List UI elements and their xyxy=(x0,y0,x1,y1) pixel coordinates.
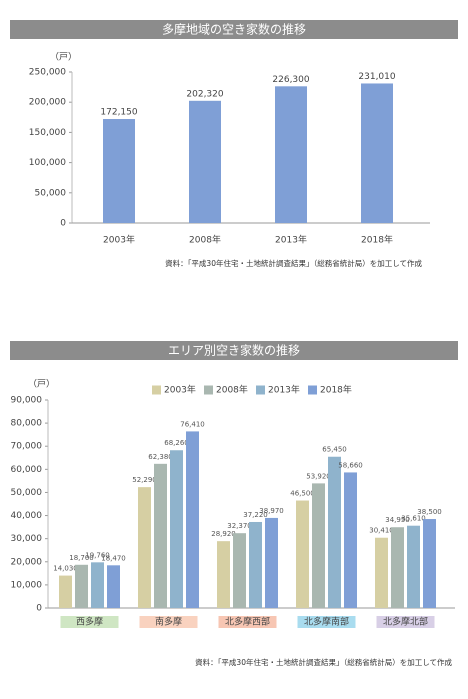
x-tick-label: 2018年 xyxy=(361,234,393,246)
source-note: 資料：「平成30年住宅・土地統計調査結果」（総務省統計局）を加工して作成 xyxy=(165,258,422,268)
value-label: 53,920 xyxy=(306,472,331,480)
bar xyxy=(75,564,88,608)
bar xyxy=(361,83,393,223)
value-label: 172,150 xyxy=(100,108,137,118)
value-label: 62,380 xyxy=(148,453,173,461)
value-label: 226,300 xyxy=(272,75,309,85)
value-label: 46,500 xyxy=(290,490,315,498)
legend-label: 2003年 xyxy=(164,384,196,396)
value-label: 19,760 xyxy=(85,551,110,559)
y-tick-label: 40,000 xyxy=(11,511,43,521)
bar xyxy=(423,519,436,608)
bar xyxy=(103,119,135,223)
value-label: 34,950 xyxy=(385,516,410,524)
value-label: 32,370 xyxy=(227,522,252,530)
x-tick-label: 2008年 xyxy=(189,234,221,246)
bar xyxy=(107,565,120,608)
legend-label: 2008年 xyxy=(216,384,248,396)
x-tick-label: 北多摩西部 xyxy=(225,616,270,628)
x-tick-label: 2013年 xyxy=(275,234,307,246)
bar xyxy=(154,463,167,608)
bar xyxy=(138,487,151,608)
x-tick-label: 2003年 xyxy=(103,234,135,246)
bar xyxy=(91,562,104,608)
x-tick-label: 南多摩 xyxy=(155,616,182,628)
y-tick-label: 100,000 xyxy=(29,158,66,168)
bar xyxy=(328,456,341,608)
value-label: 18,700 xyxy=(69,554,94,562)
value-label: 231,010 xyxy=(358,72,395,82)
category-box xyxy=(218,616,277,628)
y-tick-label: 250,000 xyxy=(29,68,66,78)
value-label: 37,220 xyxy=(243,511,268,519)
bar xyxy=(312,483,325,608)
x-tick-label: 北多摩北部 xyxy=(383,616,428,628)
x-tick-label: 北多摩南部 xyxy=(304,616,349,628)
value-label: 52,290 xyxy=(132,476,157,484)
value-label: 58,660 xyxy=(338,461,363,469)
y-tick-label: 30,000 xyxy=(11,534,43,544)
y-tick-label: 0 xyxy=(36,604,42,614)
category-box xyxy=(60,616,119,628)
bar xyxy=(186,431,199,608)
y-tick-label: 150,000 xyxy=(29,128,66,138)
legend-label: 2018年 xyxy=(320,384,352,396)
x-tick-label: 西多摩 xyxy=(76,616,103,628)
y-tick-label: 60,000 xyxy=(11,465,43,475)
bar xyxy=(344,472,357,608)
value-label: 76,410 xyxy=(180,420,205,428)
legend-swatch xyxy=(256,385,265,395)
y-tick-label: 80,000 xyxy=(11,419,43,429)
y-tick-label: 70,000 xyxy=(11,442,43,452)
category-box xyxy=(376,616,435,628)
value-label: 30,410 xyxy=(369,527,394,535)
bar xyxy=(170,450,183,608)
bar xyxy=(217,541,230,608)
value-label: 14,030 xyxy=(53,565,78,573)
bar xyxy=(59,575,72,608)
value-label: 38,500 xyxy=(417,508,442,516)
y-tick-label: 50,000 xyxy=(11,488,43,498)
y-tick-label: 0 xyxy=(60,219,66,229)
legend-swatch xyxy=(152,385,161,395)
bar xyxy=(391,527,404,608)
source-note: 資料：「平成30年住宅・土地統計調査結果」（総務省統計局）を加工して作成 xyxy=(195,657,452,667)
bar xyxy=(189,100,221,223)
title-bar xyxy=(10,20,458,39)
category-box xyxy=(297,616,356,628)
y-tick-label: 200,000 xyxy=(29,98,66,108)
bar xyxy=(375,537,388,608)
y-tick-label: 90,000 xyxy=(11,396,43,406)
y-tick-label: 50,000 xyxy=(35,188,67,198)
bar xyxy=(249,521,262,608)
legend-swatch xyxy=(204,385,213,395)
value-label: 28,920 xyxy=(211,530,236,538)
value-label: 68,260 xyxy=(164,439,189,447)
unit-label: （戸） xyxy=(50,52,77,63)
bar xyxy=(233,533,246,608)
bar xyxy=(275,86,307,224)
y-tick-label: 20,000 xyxy=(11,557,43,567)
legend-swatch xyxy=(308,385,317,395)
title-bar xyxy=(10,341,458,360)
value-label: 35,610 xyxy=(401,515,426,523)
unit-label: （戸） xyxy=(28,379,55,390)
value-label: 202,320 xyxy=(186,89,223,99)
legend-label: 2013年 xyxy=(268,384,300,396)
bar xyxy=(265,517,278,608)
value-label: 65,450 xyxy=(322,446,347,454)
chart-title: 多摩地域の空き家数の推移 xyxy=(162,22,306,37)
bar xyxy=(296,500,309,608)
category-box xyxy=(139,616,198,628)
value-label: 38,970 xyxy=(259,507,284,515)
chart-title: エリア別空き家数の推移 xyxy=(168,343,300,358)
bar xyxy=(407,525,420,608)
y-tick-label: 10,000 xyxy=(11,580,43,590)
value-label: 18,470 xyxy=(101,554,126,562)
